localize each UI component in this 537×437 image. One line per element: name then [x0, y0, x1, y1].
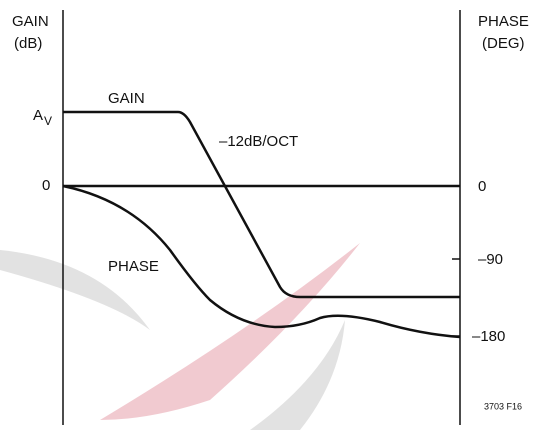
phase-tick-label: –90: [478, 251, 503, 268]
right-title: (DEG): [482, 35, 525, 52]
left-title: (dB): [14, 35, 42, 52]
watermark-gray: [0, 250, 150, 330]
slope-label: –12dB/OCT: [219, 133, 298, 150]
phase-tick-label: –180: [472, 328, 505, 345]
zero-label: 0: [42, 177, 50, 194]
phase-curve: [62, 184, 461, 339]
phase-tick-label: 0: [478, 178, 486, 195]
left-title: GAIN: [12, 13, 49, 30]
watermark-gray: [250, 320, 345, 430]
av-subscript: V: [44, 114, 52, 128]
gain-curve: [63, 110, 460, 299]
phase-label: PHASE: [108, 258, 159, 275]
right-title: PHASE: [478, 13, 529, 30]
gain-label: GAIN: [108, 90, 145, 107]
figure-id: 3703 F16: [484, 401, 522, 411]
av-label: A: [33, 107, 43, 124]
